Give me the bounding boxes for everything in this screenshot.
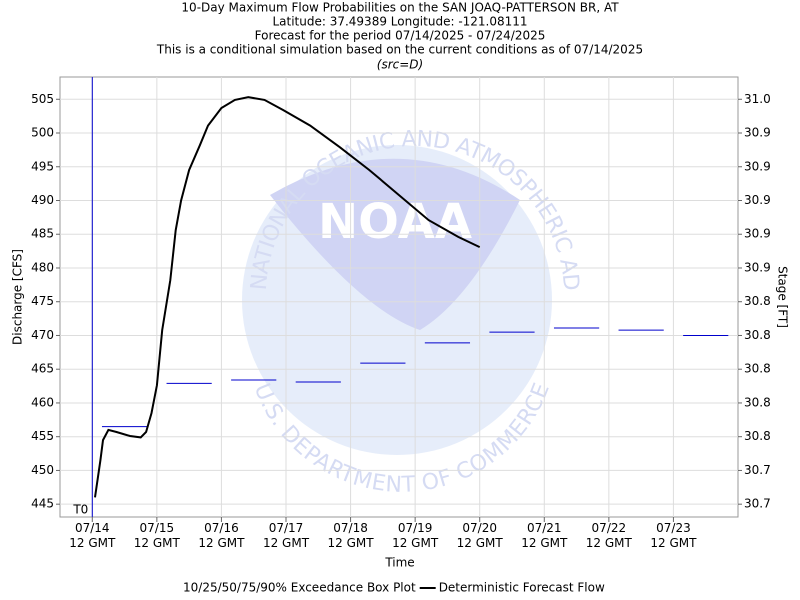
y-tick-label: 445 [31, 497, 54, 511]
y-tick-label: 480 [31, 260, 54, 274]
y2-tick-label: 30.9 [744, 193, 771, 207]
y-tick-label: 465 [31, 362, 54, 376]
y-tick-label: 470 [31, 328, 54, 342]
y-tick-label: 455 [31, 429, 54, 443]
y-tick-label: 475 [31, 294, 54, 308]
plot-area [59, 76, 739, 518]
legend-label: 10/25/50/75/90% Exceedance Box Plot [183, 581, 416, 595]
y-tick-label: 485 [31, 227, 54, 241]
y-tick-label: 490 [31, 193, 54, 207]
subtitle: This is a conditional simulation based o… [156, 43, 643, 57]
watermark: NATIONAL OCEANIC AND ATMOSPHERIC ADMINIS… [0, 0, 583, 498]
subtitle: (src=D) [377, 58, 423, 72]
y2-axis-label: Stage [FT] [776, 266, 790, 328]
y2-tick-label: 30.7 [744, 497, 771, 511]
x-tick-label: 07/16 12 GMT [198, 521, 245, 550]
y-tick-label: 450 [31, 463, 54, 477]
watermark-logo: NOAA [318, 194, 472, 250]
y2-tick-label: 30.9 [744, 159, 771, 173]
x-tick-label: 07/15 12 GMT [133, 521, 180, 550]
x-tick-label: 07/22 12 GMT [585, 521, 632, 550]
y2-tick-label: 30.8 [744, 429, 771, 443]
x-tick-label: 07/18 12 GMT [327, 521, 374, 550]
y2-tick-label: 30.8 [744, 328, 771, 342]
y-tick-label: 460 [31, 395, 54, 409]
y2-tick-label: 30.8 [744, 294, 771, 308]
x-tick-label: 07/19 12 GMT [392, 521, 439, 550]
y2-tick-label: 30.8 [744, 395, 771, 409]
y-tick-label: 495 [31, 159, 54, 173]
watermark-circle [242, 145, 552, 455]
y2-tick-label: 31.0 [744, 92, 771, 106]
x-tick-label: 07/14 12 GMT [69, 521, 116, 550]
chart-title: 10-Day Maximum Flow Probabilities on the… [181, 1, 619, 15]
y-tick-label: 505 [31, 92, 54, 106]
x-tick-label: 07/20 12 GMT [456, 521, 503, 550]
x-axis-label: Time [384, 556, 414, 570]
t0-label: T0 [72, 503, 88, 517]
legend-label: Deterministic Forecast Flow [439, 581, 605, 595]
y-axis-label: Discharge [CFS] [11, 249, 25, 345]
y2-tick-label: 30.7 [744, 463, 771, 477]
subtitle: Latitude: 37.49389 Longitude: -121.08111 [272, 15, 527, 29]
y2-tick-label: 30.8 [744, 362, 771, 376]
subtitle: Forecast for the period 07/14/2025 - 07/… [255, 29, 546, 43]
x-tick-label: 07/17 12 GMT [262, 521, 310, 550]
y2-tick-label: 30.9 [744, 260, 771, 274]
y-tick-label: 500 [31, 126, 54, 140]
watermark-bird [270, 158, 520, 330]
y2-tick-label: 30.9 [744, 126, 771, 140]
forecast-line [94, 96, 481, 498]
x-tick-label: 07/23 12 GMT [650, 521, 697, 550]
x-tick-label: 07/21 12 GMT [521, 521, 568, 550]
y2-tick-label: 30.9 [744, 227, 771, 241]
